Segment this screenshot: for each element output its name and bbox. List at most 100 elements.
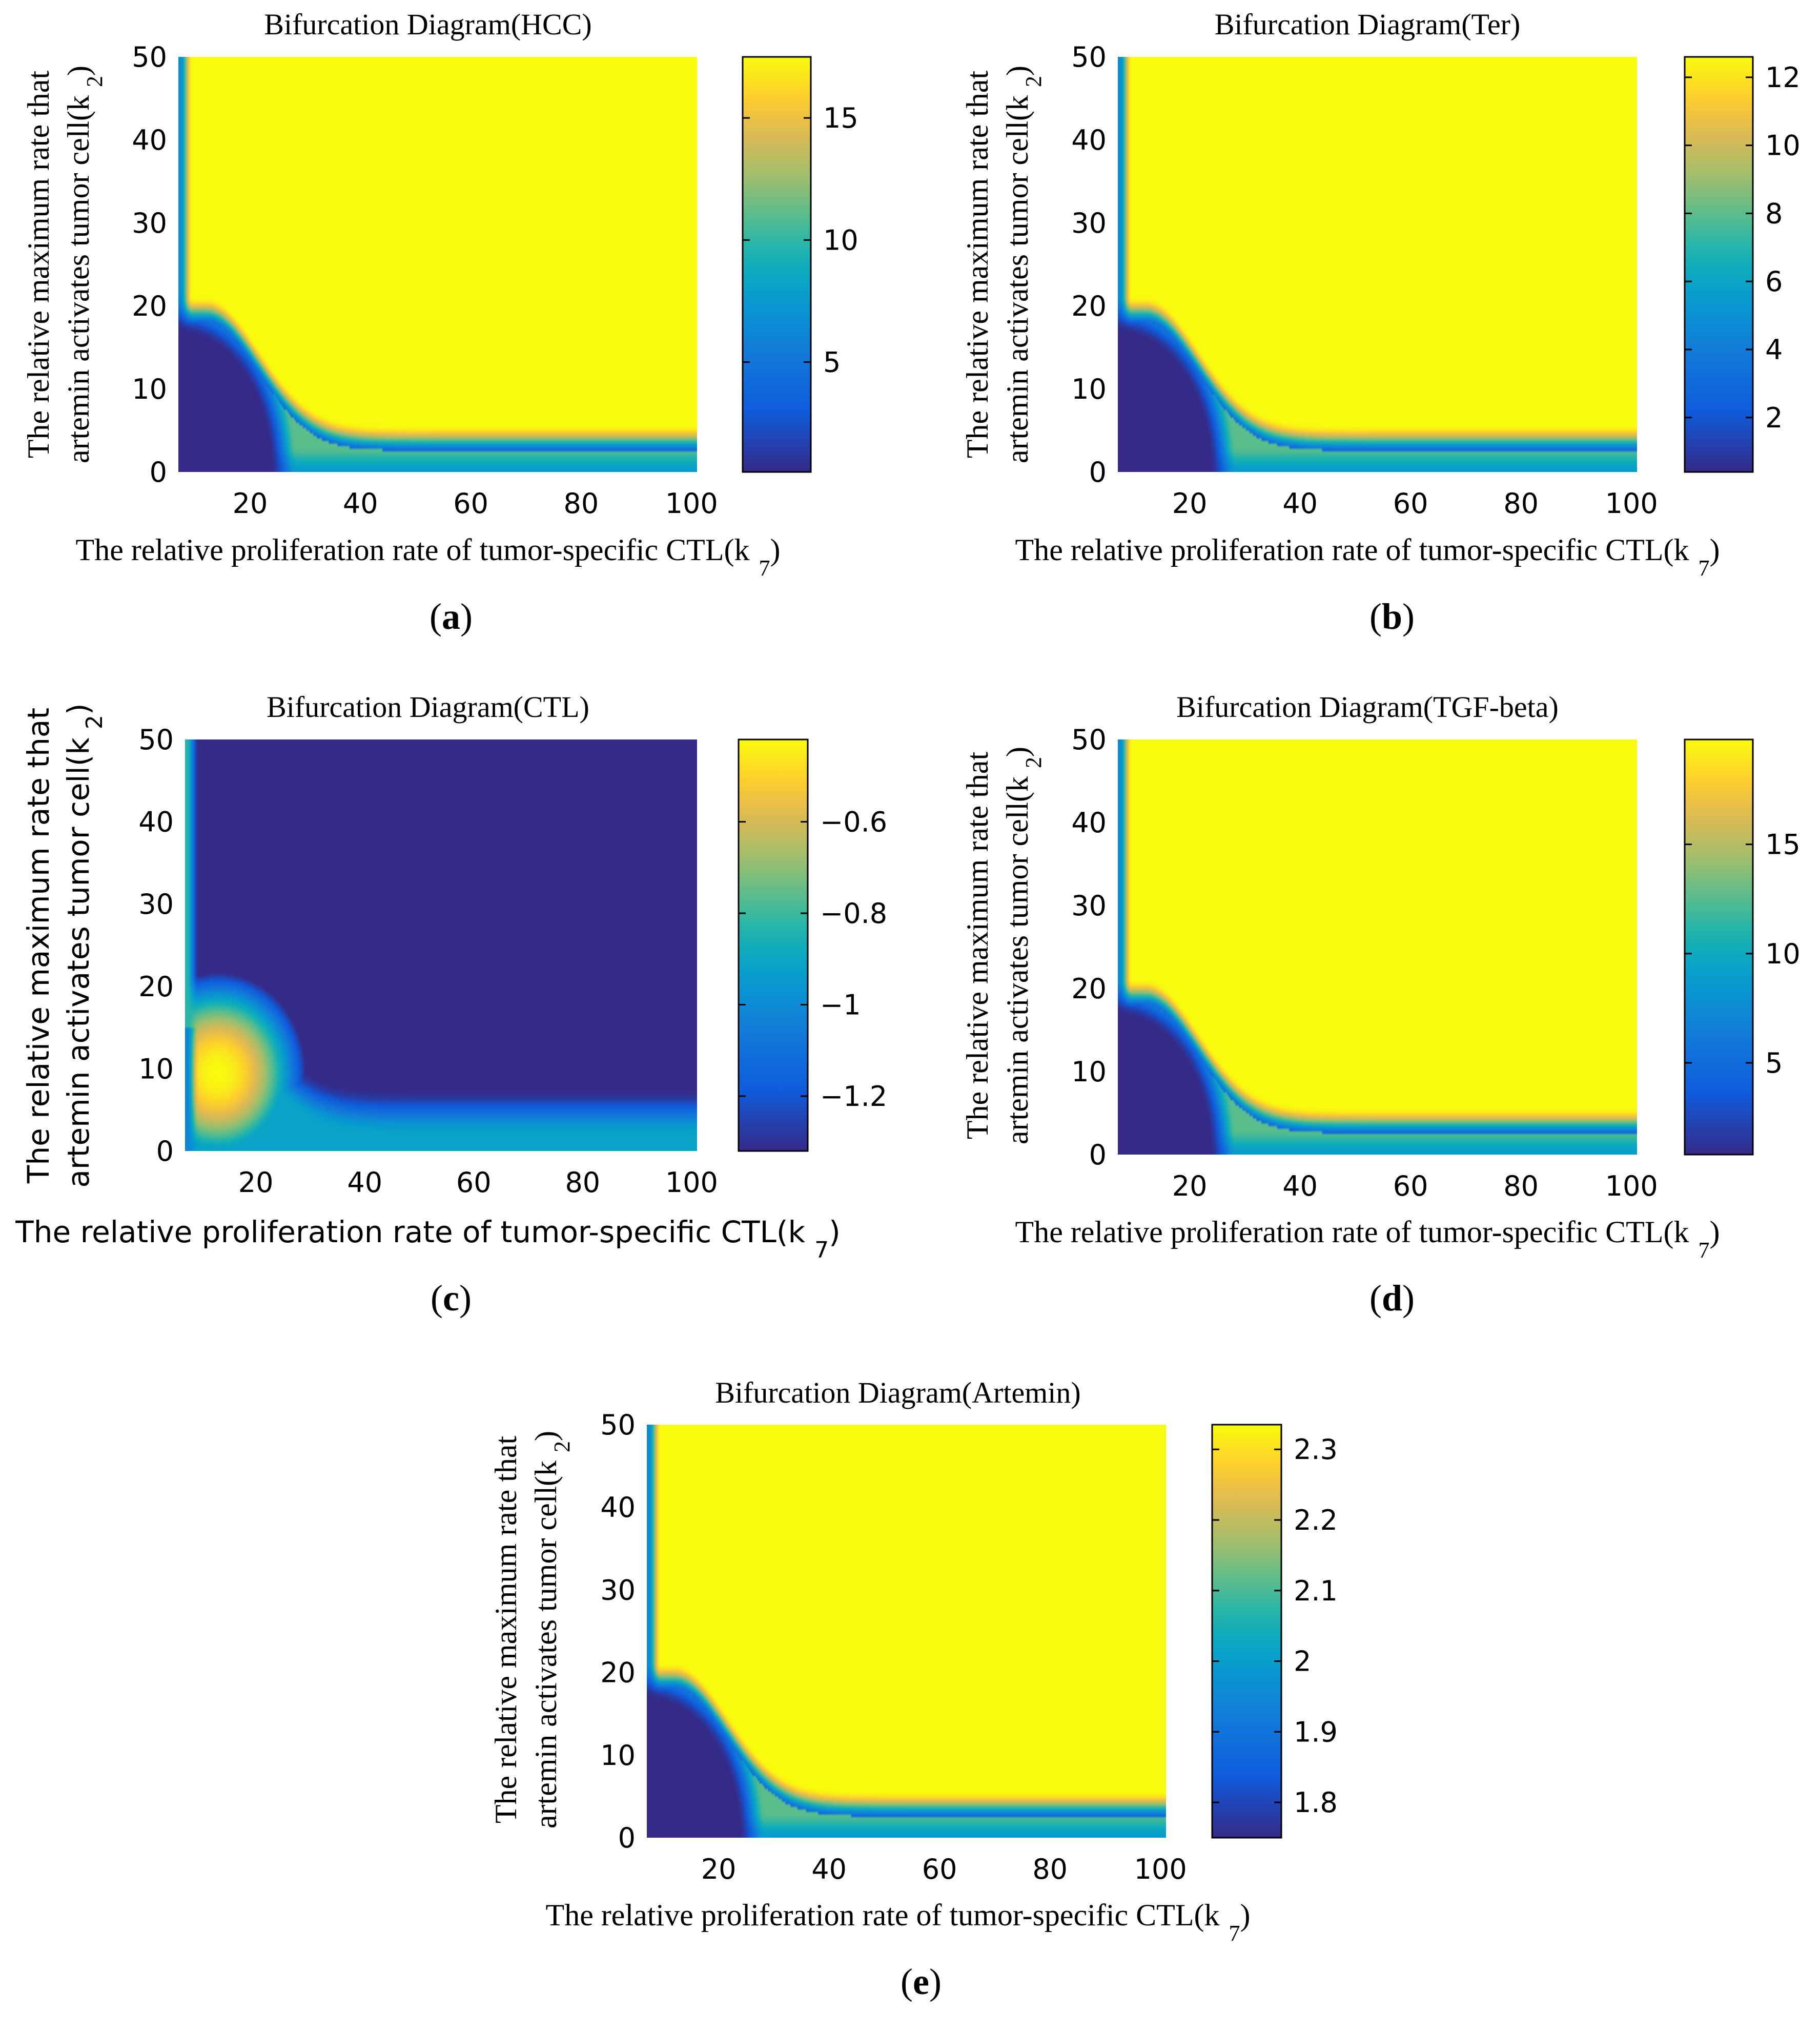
caption-open: (	[901, 1961, 913, 2002]
x-axis-label: The relative proliferation rate of tumor…	[76, 533, 781, 581]
x-tick-label: 100	[1605, 1170, 1658, 1202]
colorbar	[1684, 738, 1754, 1156]
y-tick-label: 40	[1071, 124, 1107, 156]
caption-open: (	[1369, 1278, 1382, 1319]
y-axis-label-line1: The relative maximum rate that	[21, 708, 56, 1184]
colorbar-tick-label: −1	[820, 989, 861, 1021]
caption-close: )	[460, 596, 473, 637]
y-axis-label: The relative maximum rate that artemin ac…	[960, 66, 1046, 463]
colorbar-tick-label: 1.9	[1294, 1716, 1338, 1748]
panel-a: Bifurcation Diagram(HCC) 20 40 60 80 100 0 10 20…	[22, 8, 858, 637]
x-tick-label: 20	[701, 1853, 737, 1885]
colorbar-tick-label: −0.6	[820, 806, 887, 838]
y-axis-label-line2-text: artemin activates tumor cell(k	[62, 95, 95, 463]
y-axis-label-subscript: 2	[82, 76, 107, 87]
x-tick-label: 60	[456, 1166, 492, 1199]
x-tick-label: 80	[564, 487, 599, 520]
y-tick-label: 10	[1071, 1056, 1107, 1088]
x-axis-label-subscript: 7	[1229, 1921, 1240, 1946]
panel-caption: (c)	[431, 1278, 472, 1319]
colorbar	[738, 738, 809, 1152]
colorbar-tick-label: 8	[1765, 197, 1783, 230]
x-axis-label-close: )	[829, 1215, 841, 1249]
panel-title: Bifurcation Diagram(Artemin)	[715, 1376, 1080, 1409]
x-axis-label-text: The relative proliferation rate of tumor…	[546, 1898, 1220, 1932]
panel-caption: (a)	[430, 596, 473, 637]
x-tick-label: 100	[665, 1166, 718, 1199]
colorbar	[742, 56, 812, 473]
colorbar-tick-label: 10	[823, 224, 858, 256]
colorbar-tick-label: −0.8	[820, 897, 887, 930]
x-tick-label: 80	[1503, 487, 1539, 520]
y-axis-label: The relative maximum rate that artemin ac…	[960, 747, 1046, 1144]
x-tick-label: 100	[1134, 1853, 1187, 1885]
y-tick-label: 0	[156, 1135, 174, 1167]
x-axis-label: The relative proliferation rate of tumor…	[1015, 1215, 1720, 1263]
panel-c: Bifurcation Diagram(CTL) 20 40 60 80 100 0 10 20…	[15, 690, 887, 1319]
caption-close: )	[1402, 596, 1415, 637]
y-axis-label-close: )	[1000, 747, 1034, 757]
x-axis-label: The relative proliferation rate of tumor…	[15, 1215, 840, 1263]
panel-caption: (d)	[1369, 1278, 1415, 1319]
y-axis-label-close: )	[1000, 66, 1034, 76]
colorbar	[1211, 1424, 1282, 1839]
x-axis-label-text: The relative proliferation rate of tumor…	[76, 533, 750, 567]
panel-b: Bifurcation Diagram(Ter) 20 40 60 80 100 0 10 20…	[960, 8, 1801, 637]
x-axis-label-subscript: 7	[759, 556, 770, 581]
y-tick-label: 50	[600, 1409, 636, 1441]
caption-close: )	[1402, 1278, 1415, 1319]
caption-letter: e	[913, 1961, 929, 2002]
y-axis-label-line2: artemin activates tumor cell(k 2)	[529, 1431, 575, 1828]
y-tick-label: 10	[132, 373, 167, 405]
y-axis-label-close: )	[61, 703, 96, 715]
panel-title: Bifurcation Diagram(HCC)	[264, 8, 591, 41]
y-tick-label: 20	[1071, 290, 1107, 322]
caption-letter: d	[1382, 1278, 1402, 1319]
x-tick-label: 80	[1503, 1170, 1539, 1202]
y-tick-label: 30	[138, 888, 174, 920]
colorbar-tick-label: 2	[1765, 402, 1783, 434]
y-tick-label: 50	[132, 41, 167, 73]
x-axis-label-subscript: 7	[1698, 1238, 1709, 1263]
y-tick-label: 20	[132, 290, 167, 322]
y-tick-label: 50	[1071, 724, 1107, 756]
x-axis-label: The relative proliferation rate of tumor…	[546, 1898, 1251, 1946]
y-axis-label-close: )	[62, 66, 95, 76]
x-axis-label-close: )	[1240, 1898, 1250, 1932]
y-tick-label: 50	[138, 724, 174, 756]
caption-open: (	[430, 596, 442, 637]
y-tick-label: 20	[1071, 973, 1107, 1005]
x-tick-label: 40	[1282, 487, 1318, 520]
caption-letter: a	[442, 596, 460, 637]
heatmap-surface	[1118, 57, 1637, 472]
x-axis-label-close: )	[770, 533, 780, 567]
caption-open: (	[431, 1278, 443, 1319]
y-axis-label-subscript: 2	[549, 1441, 575, 1452]
panel-d: Bifurcation Diagram(TGF-beta)20 40 60 80 100…	[960, 690, 1801, 1319]
x-tick-label: 80	[565, 1166, 600, 1199]
panel-caption: (e)	[901, 1961, 942, 2002]
colorbar-tick-label: 2.2	[1294, 1504, 1338, 1536]
x-tick-label: 20	[238, 1166, 274, 1199]
y-axis-label-subscript: 2	[1021, 76, 1046, 87]
y-tick-label: 30	[1071, 890, 1107, 922]
y-axis-label: The relative maximum rate that artemin ac…	[21, 703, 108, 1187]
x-axis-label-close: )	[1709, 533, 1720, 567]
y-axis-label-line1: The relative maximum rate that	[489, 1435, 523, 1823]
y-tick-label: 10	[600, 1739, 636, 1772]
y-tick-label: 0	[1089, 456, 1107, 488]
panel-title: Bifurcation Diagram(CTL)	[267, 690, 589, 724]
y-axis-label-line2-text: artemin activates tumor cell(k	[1000, 776, 1034, 1144]
y-axis-label-line2-text: artemin activates tumor cell(k	[529, 1461, 563, 1828]
y-axis-label-line1: The relative maximum rate that	[22, 70, 55, 458]
x-tick-label: 40	[811, 1853, 847, 1885]
caption-letter: b	[1382, 596, 1402, 637]
y-tick-label: 50	[1071, 41, 1107, 73]
y-axis-label-line1: The relative maximum rate that	[960, 751, 994, 1139]
y-tick-label: 40	[600, 1491, 636, 1524]
colorbar-tick-label: 2.3	[1294, 1433, 1338, 1466]
y-axis-label-close: )	[529, 1431, 563, 1441]
x-axis-label-close: )	[1709, 1215, 1720, 1249]
colorbar-tick-label: 10	[1765, 130, 1801, 162]
y-tick-label: 40	[132, 124, 167, 156]
